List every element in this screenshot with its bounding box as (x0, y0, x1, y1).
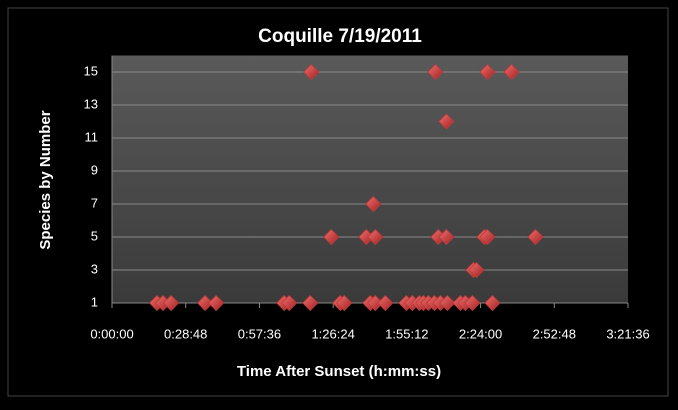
x-tick-label: 0:57:36 (238, 326, 281, 341)
x-tick-label: 0:28:48 (164, 326, 207, 341)
x-tick-label: 2:52:48 (533, 326, 576, 341)
y-tick-label: 5 (91, 228, 98, 243)
data-point (468, 261, 485, 279)
data-point (438, 113, 455, 130)
y-axis-label: Species by Number (37, 110, 54, 249)
x-tick-label: 1:26:24 (311, 326, 354, 341)
data-point (479, 228, 496, 246)
data-point (323, 228, 340, 246)
y-tick-label: 7 (91, 195, 98, 210)
plot-area (112, 55, 628, 303)
data-point (438, 228, 455, 246)
x-tick-label: 0:00:00 (90, 326, 133, 341)
y-tick-label: 3 (91, 261, 98, 276)
y-tick-label: 15 (84, 63, 98, 78)
data-point (439, 294, 456, 312)
data-point (479, 63, 496, 81)
data-point (527, 228, 544, 246)
x-tick-label: 2:24:00 (459, 326, 502, 341)
y-tick-label: 9 (91, 162, 98, 177)
x-tick-label: 3:21:36 (606, 326, 649, 341)
data-point (302, 294, 319, 312)
data-point (303, 63, 320, 81)
x-axis-label: Time After Sunset (h:mm:ss) (237, 363, 441, 380)
data-point (427, 63, 444, 81)
data-point (377, 294, 394, 312)
data-point (208, 294, 225, 312)
data-point (281, 294, 298, 312)
data-point (163, 294, 180, 312)
y-tick-label: 13 (84, 96, 98, 111)
y-tick-label: 11 (85, 129, 99, 144)
data-point (367, 228, 384, 246)
data-point (365, 195, 382, 213)
data-point (484, 294, 501, 312)
data-point (197, 294, 214, 312)
data-point (464, 294, 481, 312)
data-point (503, 63, 520, 81)
y-tick-label: 1 (91, 294, 98, 309)
data-point (336, 294, 353, 312)
x-tick-label: 1:55:12 (385, 326, 428, 341)
chart-title: Coquille 7/19/2011 (258, 26, 422, 47)
